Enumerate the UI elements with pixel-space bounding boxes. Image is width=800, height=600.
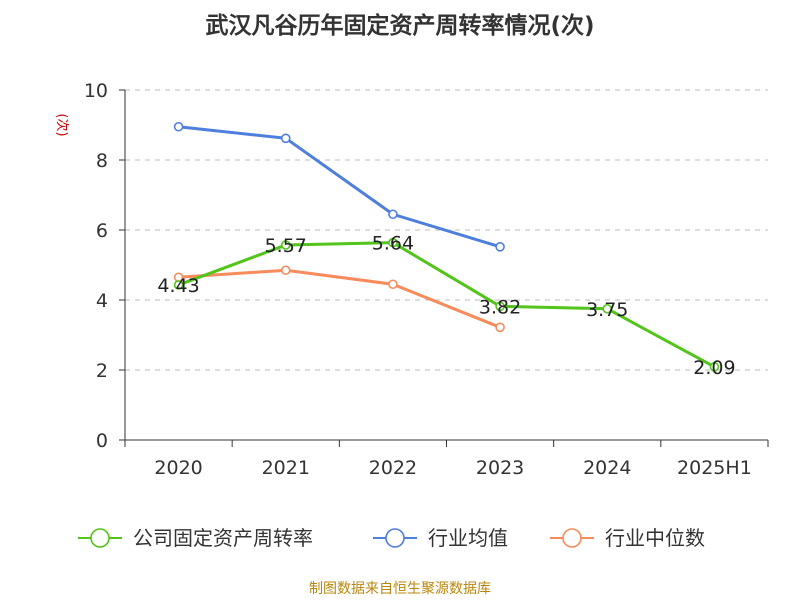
series-layer	[173, 121, 720, 372]
series-2	[173, 265, 505, 333]
y-tick-label: 6	[96, 220, 108, 242]
data-point	[495, 322, 505, 333]
y-tick-label: 0	[96, 430, 108, 452]
axis-layer: 0 2 4 6 8 10 2020 2021 2022 2023 2024 2025H1	[84, 80, 769, 479]
data-label: 3.82	[479, 296, 521, 318]
series-0	[173, 237, 720, 372]
data-label: 2.09	[693, 357, 735, 379]
y-axis-unit-label: (次)	[54, 113, 70, 136]
x-tick-label: 2021	[262, 457, 310, 479]
x-tick-label: 2023	[476, 457, 524, 479]
legend-marker	[385, 528, 405, 548]
legend-item: 行业中位数	[550, 526, 705, 550]
y-tick-label: 2	[96, 360, 108, 382]
legend-label: 公司固定资产周转率	[133, 526, 313, 550]
x-tick-label: 2020	[154, 457, 202, 479]
data-point	[602, 303, 613, 314]
legend-label: 行业均值	[428, 526, 508, 550]
data-point	[173, 280, 184, 290]
data-point	[709, 362, 720, 372]
series-line	[178, 125, 501, 249]
data-point	[495, 242, 505, 252]
data-point	[495, 301, 505, 312]
x-tick-label: 2022	[369, 457, 417, 479]
data-point	[388, 209, 398, 220]
data-point	[280, 240, 291, 250]
data-point	[280, 265, 291, 276]
legend-marker	[90, 528, 110, 548]
y-tick-label: 4	[96, 290, 108, 312]
data-label: 5.64	[372, 233, 414, 255]
series-line	[178, 268, 501, 329]
data-label-layer: 4.43 5.57 5.64 3.82 3.75 2.09	[157, 233, 735, 379]
x-tick-label: 2025H1	[677, 457, 752, 479]
y-tick-label: 10	[84, 80, 108, 102]
legend-item: 行业均值	[373, 526, 508, 550]
data-label: 3.75	[586, 299, 628, 321]
chart-title: 武汉凡谷历年固定资产周转率情况(次)	[205, 12, 594, 39]
y-tick-label: 8	[96, 150, 108, 172]
data-point	[388, 237, 398, 248]
data-label: 5.57	[265, 235, 307, 257]
legend-item: 公司固定资产周转率	[78, 526, 313, 550]
x-tick-label: 2024	[583, 457, 631, 479]
data-point	[173, 121, 184, 132]
data-point	[388, 279, 398, 290]
series-line	[178, 241, 716, 369]
data-point	[280, 133, 291, 144]
series-1	[173, 121, 505, 252]
legend-marker	[562, 528, 582, 548]
data-label: 4.43	[157, 275, 199, 297]
legend-label: 行业中位数	[605, 526, 705, 550]
source-note: 制图数据来自恒生聚源数据库	[309, 581, 491, 597]
legend: 公司固定资产周转率 行业均值 行业中位数	[78, 526, 705, 550]
